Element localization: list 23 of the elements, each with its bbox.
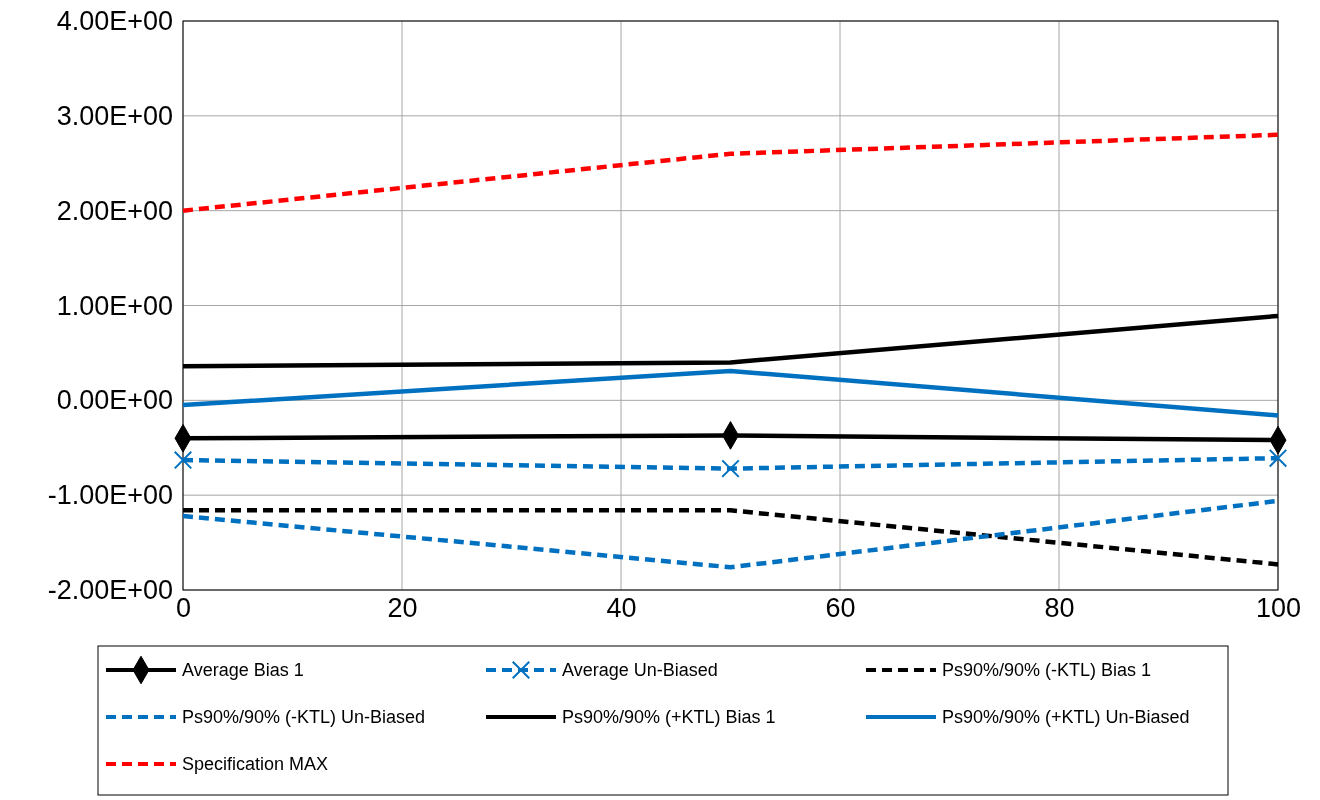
legend-label: Ps90%/90% (+KTL) Un-Biased [942, 707, 1190, 727]
x-tick-label: 20 [387, 593, 418, 624]
legend-label: Ps90%/90% (-KTL) Un-Biased [182, 707, 426, 727]
x-tick-label: 60 [825, 593, 856, 624]
x-tick-label: 100 [1255, 593, 1302, 624]
legend-label: Average Un-Biased [562, 660, 718, 680]
y-tick-label: 2.00E+00 [56, 195, 173, 226]
y-tick-label: 1.00E+00 [56, 290, 173, 321]
point [1268, 448, 1288, 468]
x-tick-label: 40 [606, 593, 637, 624]
x-tick-label: 0 [175, 593, 192, 624]
y-tick-label: 3.00E+00 [56, 100, 173, 131]
point [721, 459, 740, 478]
legend-label: Ps90%/90% (-KTL) Bias 1 [942, 660, 1152, 680]
x-tick-label: 80 [1044, 593, 1075, 624]
y-tick-label: -2.00E+00 [47, 575, 173, 606]
point [173, 450, 193, 470]
legend-label: Specification MAX [182, 754, 329, 774]
legend-label: Average Bias 1 [182, 660, 304, 680]
y-tick-label: -1.00E+00 [47, 480, 173, 511]
y-tick-label: 4.00E+00 [56, 6, 173, 37]
legend-label: Ps90%/90% (+KTL) Bias 1 [562, 707, 776, 727]
y-tick-label: 0.00E+00 [56, 385, 173, 416]
